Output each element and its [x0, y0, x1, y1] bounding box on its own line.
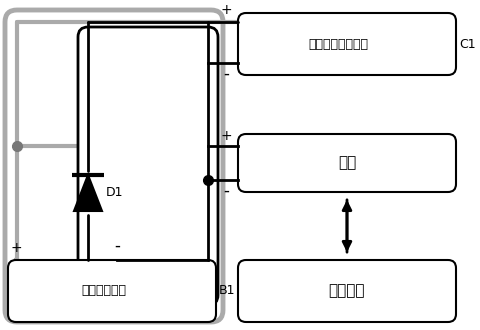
- Text: +: +: [220, 129, 231, 143]
- Text: 超级电容储能系统: 超级电容储能系统: [308, 38, 368, 50]
- Text: -: -: [114, 237, 120, 255]
- Text: -: -: [223, 182, 228, 200]
- Text: 电能: 电能: [337, 155, 355, 171]
- FancyBboxPatch shape: [238, 134, 455, 192]
- Text: B1: B1: [218, 284, 235, 298]
- FancyBboxPatch shape: [5, 10, 223, 322]
- FancyBboxPatch shape: [78, 27, 217, 305]
- Text: -: -: [223, 65, 228, 83]
- FancyBboxPatch shape: [8, 260, 216, 322]
- Text: 电池储能系统: 电池储能系统: [81, 284, 126, 298]
- Text: 其他能量: 其他能量: [328, 283, 364, 299]
- Polygon shape: [74, 175, 102, 211]
- Text: C1: C1: [458, 38, 475, 50]
- Text: D1: D1: [106, 186, 123, 200]
- Text: +: +: [10, 241, 22, 255]
- FancyBboxPatch shape: [238, 260, 455, 322]
- Text: +: +: [220, 3, 231, 17]
- FancyBboxPatch shape: [238, 13, 455, 75]
